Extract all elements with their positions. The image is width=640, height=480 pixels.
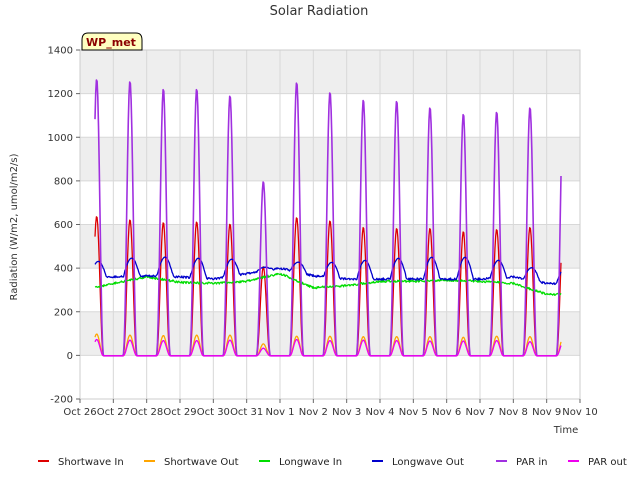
station-tag-label: WP_met bbox=[86, 36, 136, 49]
x-tick-label: Nov 9 bbox=[532, 407, 561, 418]
y-tick-label: 800 bbox=[54, 176, 73, 187]
y-axis-label: Radiation (W/m2, umol/m2/s) bbox=[9, 153, 20, 300]
y-tick-label: 1400 bbox=[48, 46, 73, 57]
legend-label: PAR out bbox=[588, 457, 627, 468]
legend-label: Longwave Out bbox=[392, 457, 464, 468]
x-tick-label: Oct 31 bbox=[230, 407, 263, 418]
x-tick-label: Nov 5 bbox=[399, 407, 428, 418]
y-tick-label: -200 bbox=[50, 395, 73, 406]
series-line-longwave-in bbox=[94, 272, 562, 296]
x-axis-label: Time bbox=[553, 425, 578, 436]
x-tick-label: Oct 26 bbox=[63, 407, 96, 418]
legend-label: PAR in bbox=[516, 457, 547, 468]
y-tick-label: 1200 bbox=[48, 89, 73, 100]
series-line-par-out bbox=[94, 338, 562, 357]
legend-label: Longwave In bbox=[279, 457, 342, 468]
x-tick-label: Nov 2 bbox=[299, 407, 328, 418]
x-tick-labels: Oct 26 Oct 27 Oct 28 Oct 29 Oct 30 Oct 31 Nov … bbox=[63, 399, 598, 418]
x-tick-label: Oct 29 bbox=[163, 407, 196, 418]
x-tick-label: Nov 10 bbox=[562, 407, 597, 418]
series-line-longwave-out bbox=[94, 256, 562, 286]
plot-band bbox=[80, 137, 580, 181]
y-tick-labels: -200 0 200 400 600 800 1000 1200 1400 bbox=[48, 46, 80, 406]
plot-band bbox=[80, 311, 580, 356]
legend-label: Shortwave Out bbox=[164, 457, 239, 468]
x-tick-label: Oct 27 bbox=[97, 407, 130, 418]
x-tick-label: Nov 1 bbox=[265, 407, 294, 418]
legend-label: Shortwave In bbox=[58, 457, 124, 468]
chart-title: Solar Radiation bbox=[270, 4, 369, 19]
x-tick-label: Nov 7 bbox=[465, 407, 494, 418]
plot-band bbox=[80, 50, 580, 94]
station-tag-box bbox=[81, 32, 143, 51]
y-tick-label: 0 bbox=[67, 351, 73, 362]
legend: Shortwave In Shortwave Out Longwave In Long… bbox=[38, 457, 627, 468]
y-tick-label: 600 bbox=[54, 220, 73, 231]
x-tick-label: Oct 28 bbox=[130, 407, 163, 418]
station-tag: WP_met bbox=[81, 32, 143, 51]
y-tick-label: 1000 bbox=[48, 133, 73, 144]
x-tick-label: Nov 4 bbox=[365, 407, 394, 418]
plot-band bbox=[80, 224, 580, 269]
series-layer bbox=[94, 79, 562, 357]
y-tick-label: 200 bbox=[54, 307, 73, 318]
x-tick-label: Nov 8 bbox=[499, 407, 528, 418]
x-tick-label: Oct 30 bbox=[197, 407, 230, 418]
y-tick-label: 400 bbox=[54, 264, 73, 275]
x-tick-label: Nov 3 bbox=[332, 407, 361, 418]
x-tick-label: Nov 6 bbox=[432, 407, 461, 418]
